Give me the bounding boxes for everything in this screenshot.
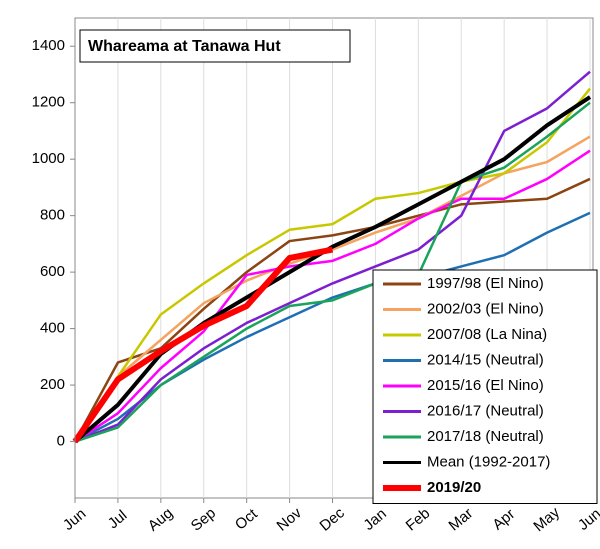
x-tick-label: Jul bbox=[105, 507, 131, 532]
x-tick-label: May bbox=[530, 504, 563, 536]
title-box bbox=[79, 29, 351, 63]
x-tick-label: Jan bbox=[360, 505, 389, 534]
x-tick-label: Jun bbox=[575, 505, 600, 534]
legend-label: 2017/18 (Neutral) bbox=[427, 428, 544, 445]
legend-label: 2007/08 (La Nina) bbox=[427, 326, 547, 343]
x-tick-label: Nov bbox=[274, 504, 306, 534]
legend-label: 2019/20 bbox=[427, 479, 481, 496]
series-line bbox=[72, 246, 334, 444]
y-tick-label: 400 bbox=[40, 320, 65, 337]
x-tick-label: Dec bbox=[316, 504, 348, 534]
legend-label: 1997/98 (El Nino) bbox=[427, 275, 544, 292]
y-tick-label: 600 bbox=[40, 263, 65, 280]
y-tick-label: 200 bbox=[40, 376, 65, 393]
legend-label: 2016/17 (Neutral) bbox=[427, 402, 544, 419]
y-tick-label: 800 bbox=[40, 207, 65, 224]
y-tick-label: 1200 bbox=[32, 94, 65, 111]
x-tick-label: Oct bbox=[232, 505, 261, 534]
chart-title: Whareama at Tanawa Hut bbox=[88, 38, 281, 55]
lines bbox=[72, 70, 592, 444]
legend-label: 2015/16 (El Nino) bbox=[427, 377, 544, 394]
x-tick-label: Aug bbox=[145, 504, 176, 534]
y-tick-label: 0 bbox=[57, 432, 65, 449]
x-tick-label: Sep bbox=[188, 504, 219, 534]
y-tick-label: 1400 bbox=[32, 37, 65, 54]
legend-label: Mean (1992-2017) bbox=[427, 453, 550, 470]
x-tick-label: Feb bbox=[403, 505, 434, 535]
legend-label: 2002/03 (El Nino) bbox=[427, 300, 544, 317]
x-tick-label: Mar bbox=[446, 505, 477, 535]
series-line bbox=[73, 87, 591, 443]
y-tick-label: 1000 bbox=[32, 150, 65, 167]
x-tick-label: Jun bbox=[60, 505, 89, 534]
series-line bbox=[74, 70, 591, 443]
legend-label: 2014/15 (Neutral) bbox=[427, 351, 544, 368]
x-tick-label: Apr bbox=[489, 506, 518, 534]
series-line bbox=[74, 149, 591, 443]
series-line bbox=[74, 101, 591, 443]
